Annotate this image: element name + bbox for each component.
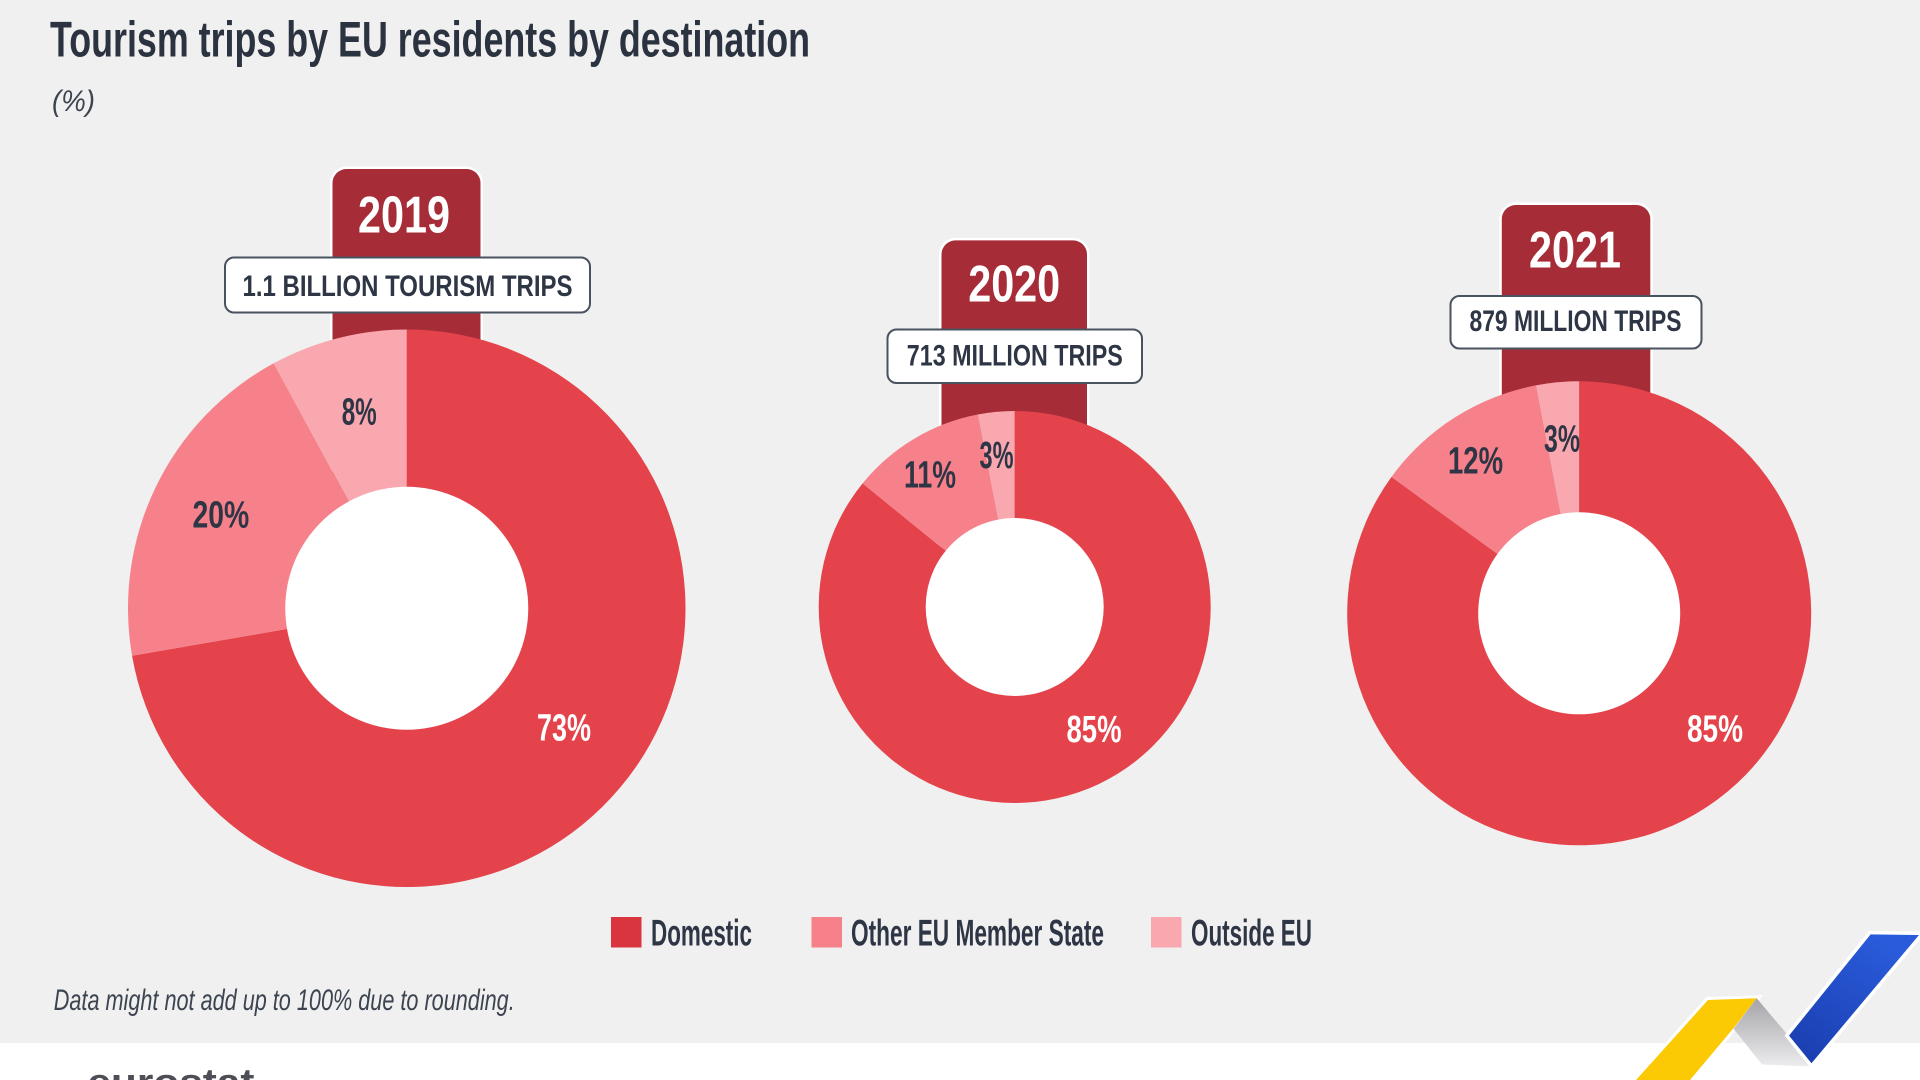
svg-text:eurostat: eurostat	[88, 1061, 255, 1080]
svg-text:Domestic: Domestic	[651, 913, 752, 954]
svg-text:Outside EU: Outside EU	[1191, 913, 1312, 954]
svg-text:713 MILLION TRIPS: 713 MILLION TRIPS	[907, 340, 1123, 373]
svg-text:73%: 73%	[537, 708, 591, 750]
svg-text:11%: 11%	[904, 455, 956, 497]
svg-text:879 MILLION TRIPS: 879 MILLION TRIPS	[1470, 305, 1682, 338]
svg-text:2020: 2020	[968, 256, 1060, 314]
svg-text:Tourism trips by EU residents: Tourism trips by EU residents by destina…	[50, 12, 810, 68]
svg-text:85%: 85%	[1687, 709, 1743, 751]
svg-text:3%: 3%	[1544, 419, 1580, 461]
svg-text:2019: 2019	[358, 187, 450, 245]
svg-text:3%: 3%	[980, 435, 1014, 477]
svg-text:1.1 BILLION TOURISM TRIPS: 1.1 BILLION TOURISM TRIPS	[243, 270, 573, 303]
svg-text:Data might not add up to 100%: Data might not add up to 100% due to rou…	[54, 984, 515, 1017]
svg-text:(%): (%)	[52, 85, 95, 118]
svg-text:12%: 12%	[1448, 441, 1503, 483]
svg-text:Other EU Member State: Other EU Member State	[851, 913, 1104, 954]
svg-text:2021: 2021	[1529, 222, 1621, 280]
svg-text:20%: 20%	[192, 495, 249, 537]
svg-text:85%: 85%	[1067, 709, 1122, 751]
svg-text:8%: 8%	[342, 392, 377, 434]
